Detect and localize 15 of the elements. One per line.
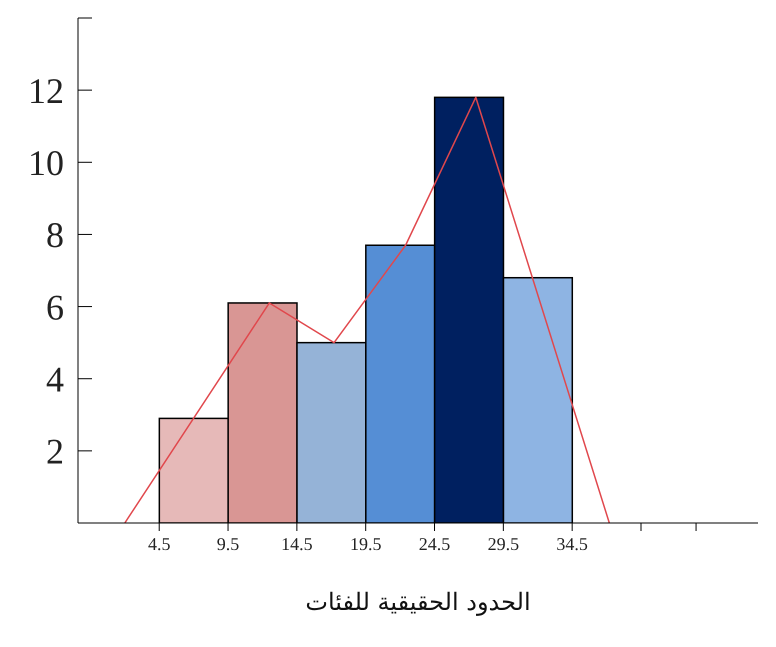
- line-series: [124, 96, 610, 523]
- y-tick-label: 8: [46, 215, 64, 256]
- y-tick-label: 2: [46, 432, 64, 472]
- x-tick-label: 9.5: [216, 534, 240, 554]
- y-tick-label: 6: [46, 287, 64, 328]
- x-tick-label: 14.5: [281, 534, 313, 554]
- x-tick-label: 34.5: [556, 534, 588, 554]
- x-tick-label: 19.5: [350, 534, 382, 554]
- x-tick-label: 24.5: [418, 534, 450, 554]
- y-tick-label: 10: [28, 143, 64, 184]
- y-tick-label: 4: [46, 359, 64, 400]
- x-tick-label: 29.5: [488, 534, 520, 554]
- x-tick-label: 4.5: [148, 534, 170, 554]
- y-tick-label: 12: [28, 70, 64, 111]
- x-axis-title: الحدود الحقيقية للفئات: [305, 588, 531, 616]
